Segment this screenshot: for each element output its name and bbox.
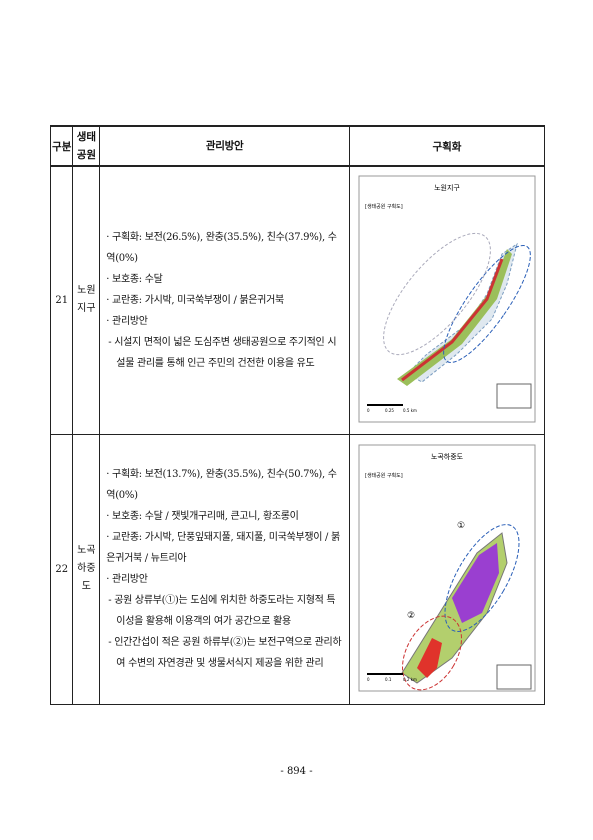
header-cell: 생태공원 (72, 125, 101, 167)
map-title: 노곡하중도 (431, 452, 464, 461)
park-name-line: 노곡 (77, 545, 96, 556)
row-number: 22 (49, 433, 74, 705)
map-marker: ② (407, 611, 415, 621)
item: · 구획화: 보전(13.7%), 완충(35.5%), 친수(50.7%), … (106, 469, 337, 501)
item: · 관리방안 (106, 315, 148, 327)
map-drawing (401, 523, 520, 690)
scale-bar (366, 403, 403, 406)
scale-label: 0.1 (385, 677, 392, 682)
scale-label: 0.25 (385, 408, 394, 413)
item: · 교란종: 가시박, 단풍잎돼지풀, 돼지풀, 미국쑥부쟁이 / 붉은귀거북 … (106, 532, 340, 564)
legend-box (496, 383, 532, 409)
map-drawing (383, 232, 531, 386)
park-name-line: 노원 (77, 285, 96, 297)
item: · 구획화: 보전(26.5%), 완충(35.5%), 친수(37.9%), … (106, 231, 337, 264)
note: - 시설지 면적이 넓은 도심주변 생태공원으로 주기적인 시설물 관리를 통해… (108, 336, 337, 369)
map: 노곡하중도 [생태공원 구획도] ① ② 0 0.1 0.2 km (358, 444, 536, 691)
map-title: 노원지구 (434, 183, 460, 192)
map: 노원지구 [생태공원 구획도] 0 0.25 0.5 km (358, 175, 536, 423)
item: · 보호종: 수달 (106, 273, 163, 285)
table: 구분 생태공원 관리방안 구획화 21 노원 지구 · 구획화: 보전(26.5%), 완충… (49, 125, 546, 705)
map-cell: 노곡하중도 [생태공원 구획도] ① ② 0 0.1 0.2 km (348, 433, 546, 705)
map-frame (358, 175, 536, 423)
scale-label: 0 (367, 677, 370, 682)
note: - 인간간섭이 적은 공원 하류부(②)는 보전구역으로 관리하여 수변의 자연… (108, 637, 342, 669)
map-cell: 노원지구 [생태공원 구획도] 0 0.25 0.5 km (348, 165, 546, 435)
header-cell: 구분 (49, 125, 74, 167)
header-cell: 관리방안 (99, 125, 350, 167)
page-number: - 894 - (280, 766, 313, 777)
item: · 보호종: 수달 / 잿빛개구리매, 큰고니, 황조롱이 (106, 511, 299, 522)
map-marker: ① (457, 521, 465, 531)
legend-box (496, 664, 532, 689)
management: · 구획화: 보전(26.5%), 완충(35.5%), 친수(37.9%), … (99, 165, 350, 435)
park-name-line: 하중도 (77, 563, 96, 592)
park-name-line: 지구 (77, 303, 96, 315)
row-number: 21 (49, 165, 74, 435)
scale-label: 0 (367, 408, 370, 413)
map-label: [생태공원 구획도] (365, 472, 403, 479)
scale-bar (366, 672, 403, 675)
header-cell: 구획화 (348, 125, 546, 167)
map-label: [생태공원 구획도] (365, 203, 403, 210)
table-row: 22 노곡 하중도 · 구획화: 보전(13.7%), 완충(35.5%), 친수(5… (49, 433, 546, 705)
table-row: 21 노원 지구 · 구획화: 보전(26.5%), 완충(35.5%), 친수(37… (49, 165, 546, 435)
management: · 구획화: 보전(13.7%), 완충(35.5%), 친수(50.7%), … (99, 433, 350, 705)
item: · 관리방안 (106, 574, 148, 585)
scale-label: 0.5 km (403, 408, 417, 413)
note: - 공원 상류부(①)는 도심에 위치한 하중도라는 지형적 특이성을 활용해 … (108, 595, 336, 627)
scale-label: 0.2 km (403, 677, 417, 682)
item: · 교란종: 가시박, 미국쑥부쟁이 / 붉은귀거북 (106, 294, 284, 306)
